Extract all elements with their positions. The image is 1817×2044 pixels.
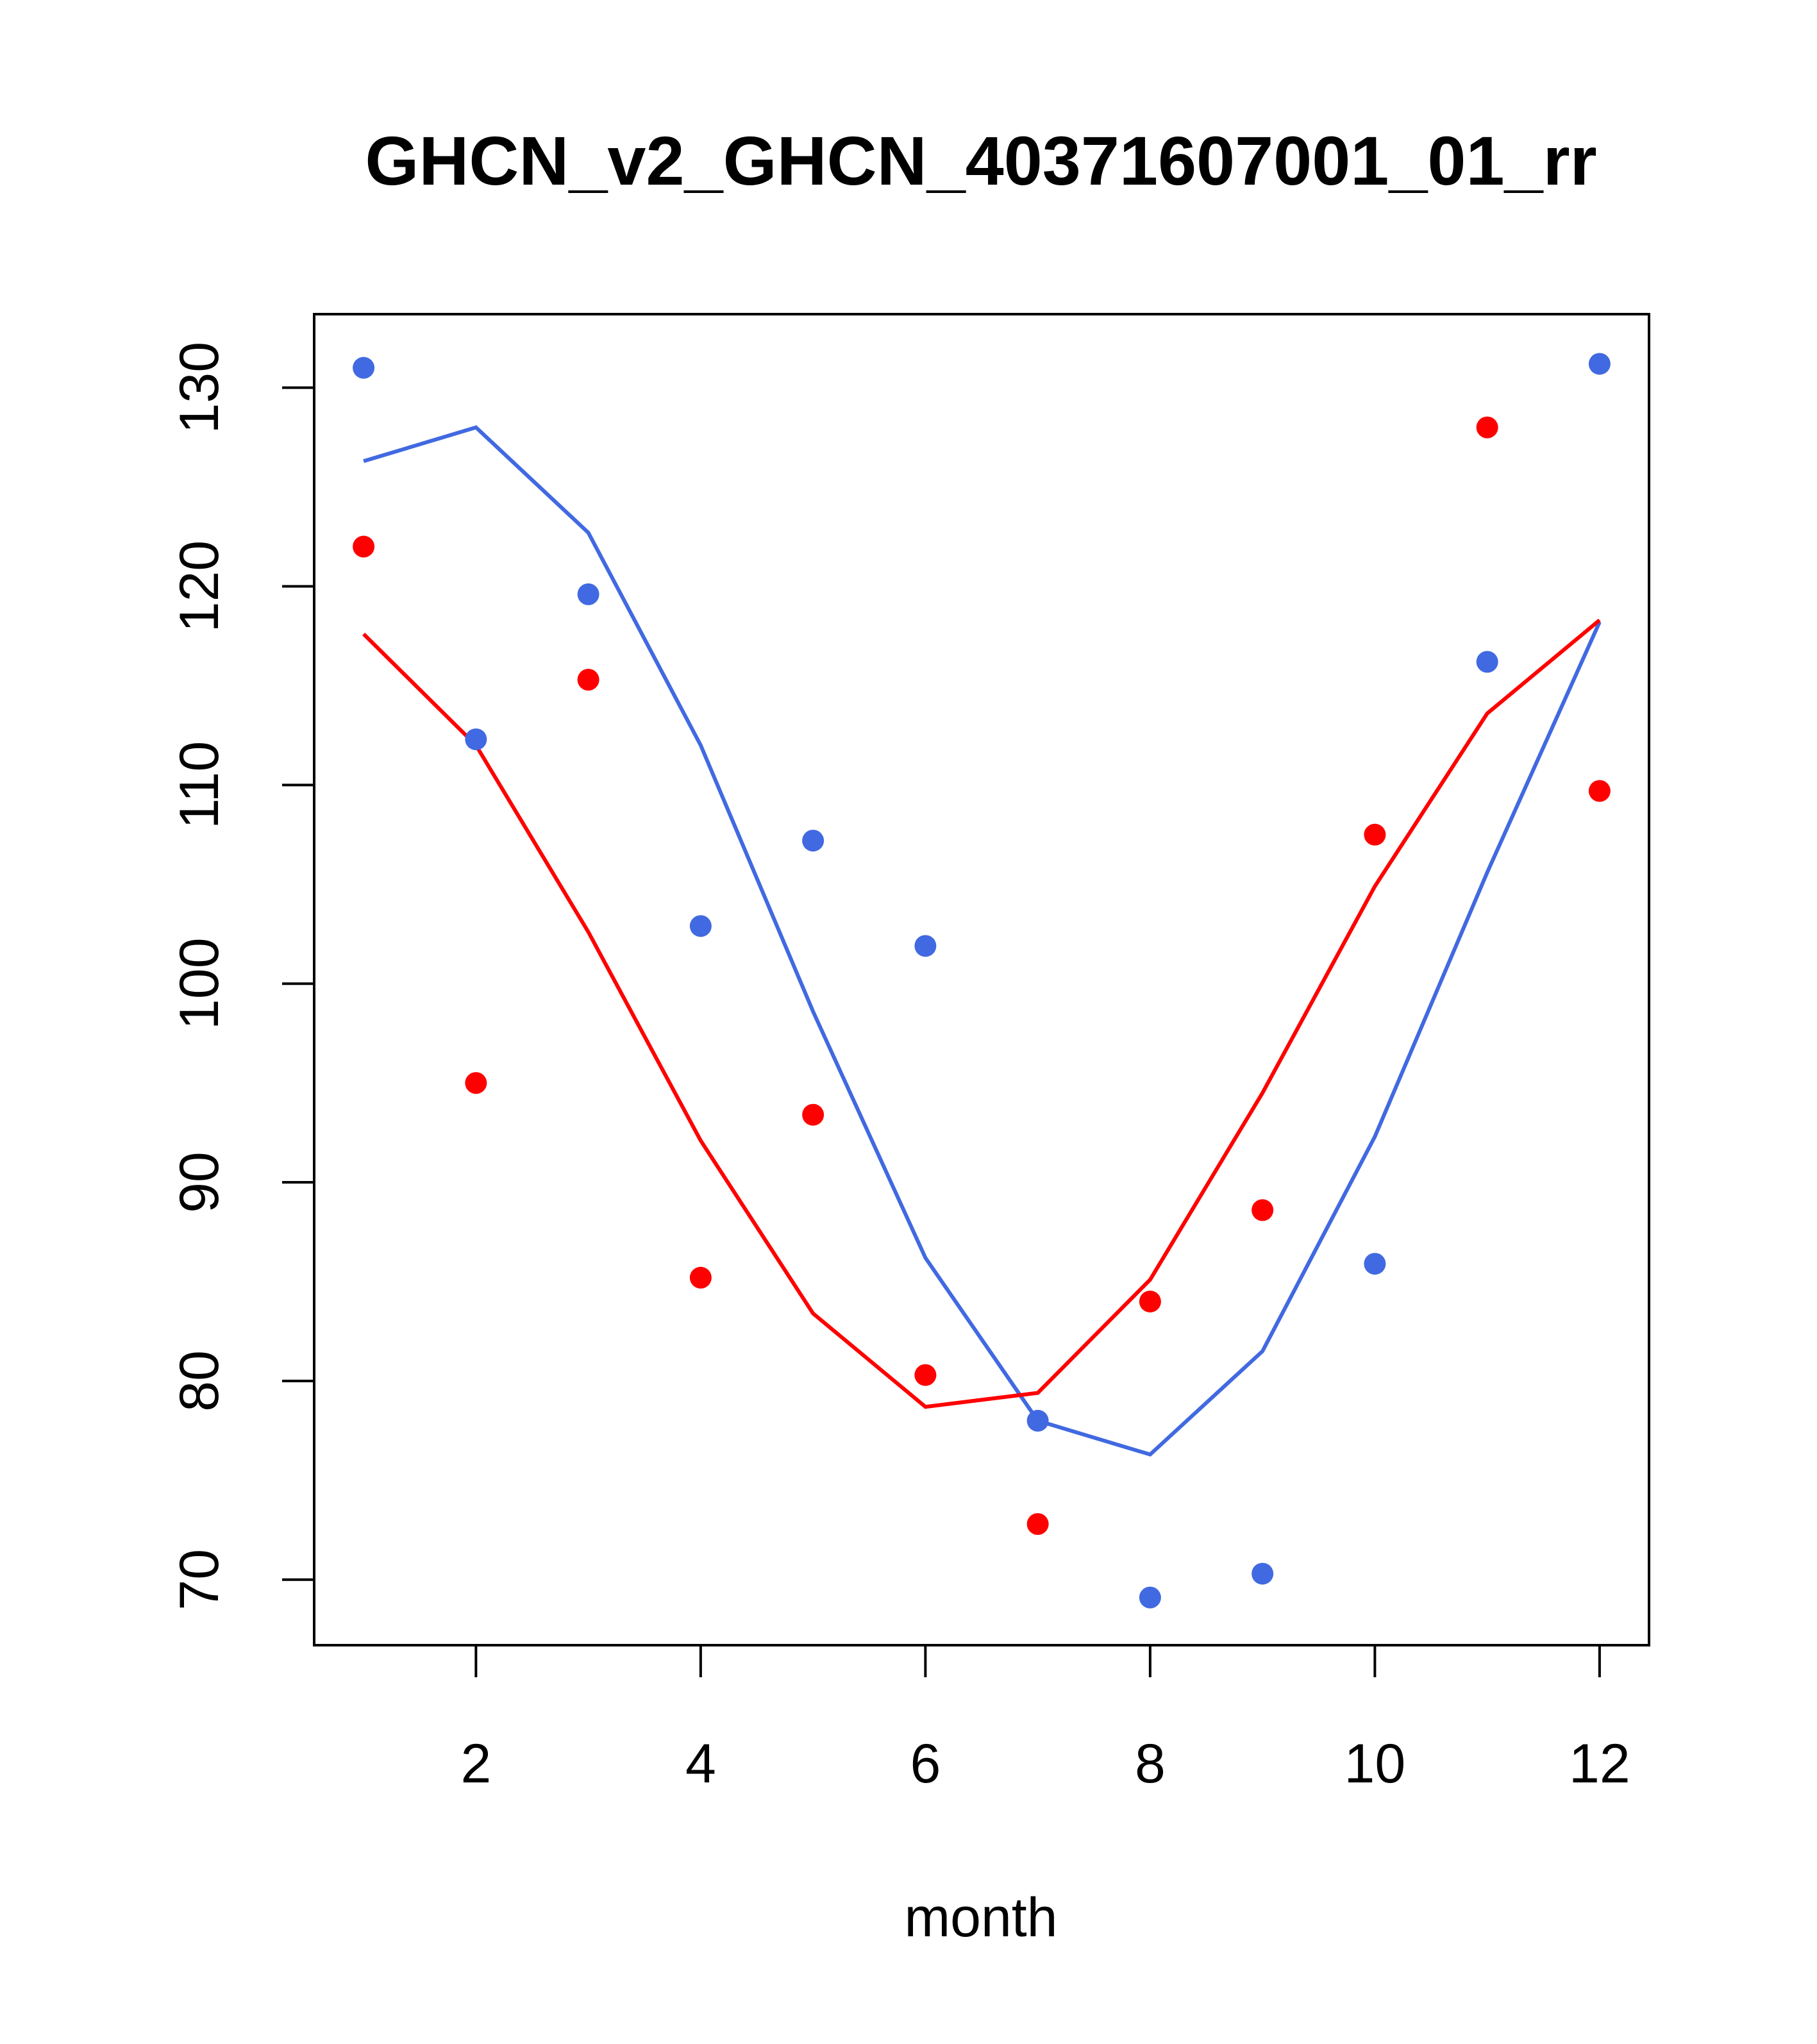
x-tick-label: 4 — [685, 1733, 716, 1795]
series-2-point — [1364, 823, 1386, 846]
series-2-point — [689, 1266, 712, 1289]
x-tick-label: 8 — [1135, 1733, 1166, 1795]
x-tick-label: 12 — [1569, 1733, 1630, 1795]
x-tick-label: 10 — [1344, 1733, 1406, 1795]
series-2-point — [802, 1103, 825, 1126]
y-tick-label: 80 — [169, 1350, 230, 1412]
series-2-point — [1252, 1199, 1274, 1221]
plot-frame — [313, 313, 1650, 1646]
series-2-point — [914, 1364, 937, 1386]
x-tick-label: 2 — [460, 1733, 491, 1795]
series-2-point — [1026, 1512, 1049, 1535]
series-2-line — [362, 618, 1601, 1409]
series-2-point — [1139, 1290, 1161, 1312]
y-tick-label: 100 — [169, 937, 230, 1030]
x-axis: 2 4 6 8 10 12 — [460, 1645, 1630, 1795]
series-2-point — [1476, 416, 1498, 439]
series-1-point — [1026, 1409, 1049, 1432]
series-2-point — [1588, 780, 1611, 802]
series-1-point — [1588, 353, 1611, 375]
y-tick-label: 90 — [169, 1152, 230, 1213]
y-tick-label: 70 — [169, 1549, 230, 1611]
series-1-point — [802, 830, 825, 852]
y-tick-label: 130 — [169, 342, 230, 434]
y-tick-label: 120 — [169, 540, 230, 633]
x-tick-label: 6 — [910, 1733, 941, 1795]
series-1-point — [1139, 1586, 1161, 1609]
y-axis: 70 80 90 100 110 120 130 — [169, 342, 314, 1611]
series-1-point — [689, 915, 712, 937]
series-1-point — [1252, 1562, 1274, 1585]
x-axis-label: month — [904, 1887, 1057, 1948]
series-1-point — [353, 356, 375, 379]
chart-title: GHCN_v2_GHCN_40371607001_01_rr — [365, 122, 1596, 199]
series-1-point — [1476, 651, 1498, 673]
series-1-point — [1364, 1253, 1386, 1275]
series-2-point — [353, 535, 375, 558]
series-lines — [362, 425, 1602, 1457]
series-1-point — [577, 583, 599, 605]
series-points — [353, 353, 1611, 1609]
series-2-point — [465, 1072, 487, 1094]
series-1-point — [914, 935, 937, 957]
y-tick-label: 110 — [169, 741, 230, 829]
series-1-line — [363, 425, 1602, 1457]
series-2-point — [577, 669, 599, 691]
series-1-point — [465, 728, 487, 751]
